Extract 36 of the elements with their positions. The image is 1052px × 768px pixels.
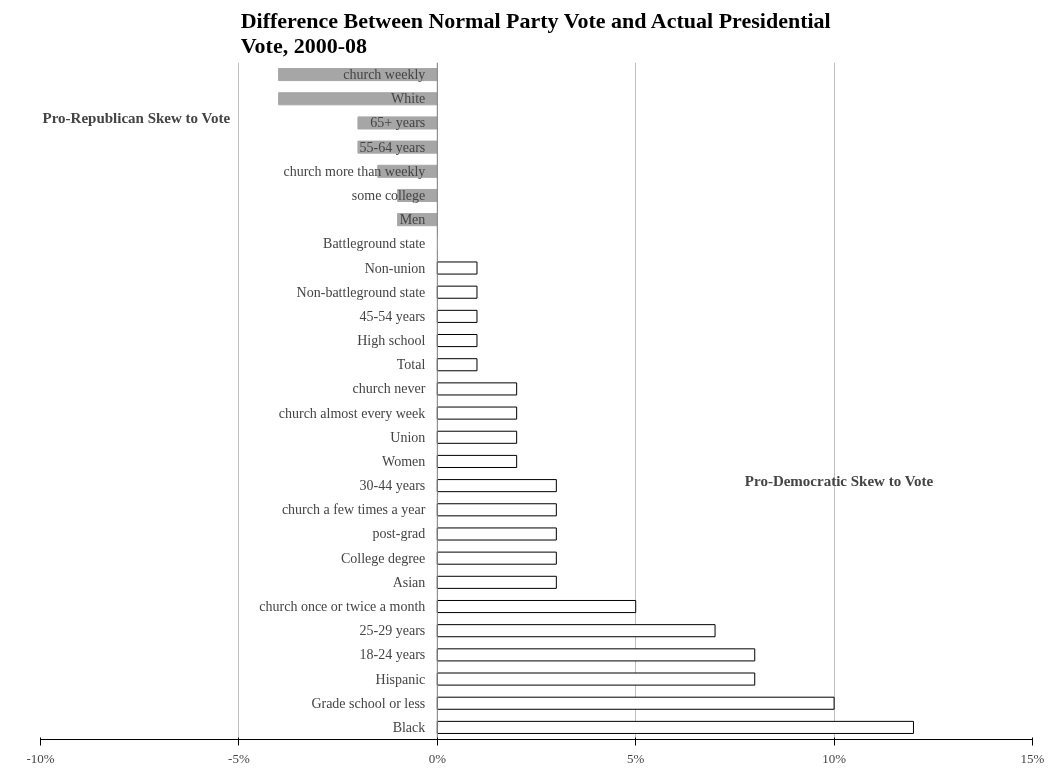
y-tick-label: 25-29 years [359,623,426,639]
y-tick-label: post-grad [372,526,426,542]
y-tick-label: Total [396,357,426,373]
x-tick-label: 5% [627,750,645,766]
chart-title: Difference Between Normal Party Vote and Actual Presidential Vote, 2000-08 [240,7,831,58]
y-tick-label: Women [382,453,426,469]
y-tick-label: church weekly [343,67,426,83]
y-tick-label: 55-64 years [359,139,426,155]
y-tick-label: 18-24 years [359,647,426,663]
y-tick-label: Grade school or less [311,695,426,711]
x-tick-label: -10% [26,750,55,766]
y-tick-label: Union [390,429,426,445]
y-tick-label: church never [352,381,426,397]
x-tick-label: 15% [1020,750,1045,766]
y-tick-label: church almost every week [278,405,426,421]
y-tick-label: Battleground state [323,236,426,252]
y-tick-label: Hispanic [375,671,426,687]
y-tick-label: church more than weekly [283,163,426,179]
y-tick-label: 65+ years [370,115,426,131]
y-tick-label: church once or twice a month [259,599,426,615]
x-tick-label: 10% [822,750,847,766]
y-tick-label: High school [357,333,426,349]
y-tick-label: church a few times a year [281,502,426,518]
annotation: Pro-Democratic Skew to Vote [744,472,934,489]
x-tick-label: 0% [428,750,447,766]
y-tick-label: Non-battleground state [296,284,426,300]
y-tick-label: Black [392,719,426,735]
y-tick-label: Non-union [364,260,426,276]
x-tick-label: -5% [228,750,250,766]
y-tick-label: Men [399,212,426,228]
y-tick-label: College degree [340,550,426,566]
y-tick-label: Asian [392,574,426,590]
y-tick-label: White [391,91,426,107]
y-tick-label: 45-54 years [359,308,426,324]
y-tick-label: 30-44 years [359,478,426,494]
annotation: Pro-Republican Skew to Vote [42,110,231,127]
